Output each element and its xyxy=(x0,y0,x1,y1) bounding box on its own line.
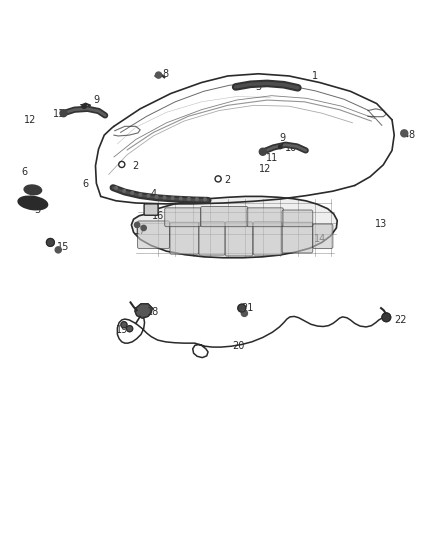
Circle shape xyxy=(382,313,391,322)
Circle shape xyxy=(46,238,54,246)
Text: 11: 11 xyxy=(266,153,279,163)
FancyBboxPatch shape xyxy=(313,224,333,248)
Text: 2: 2 xyxy=(225,175,231,185)
FancyBboxPatch shape xyxy=(144,204,158,215)
FancyBboxPatch shape xyxy=(282,222,313,253)
Circle shape xyxy=(180,197,182,200)
Text: 9: 9 xyxy=(279,133,286,143)
Text: 22: 22 xyxy=(395,315,407,325)
Circle shape xyxy=(141,225,146,231)
Text: 12: 12 xyxy=(24,115,36,125)
Text: 14: 14 xyxy=(314,235,326,244)
FancyBboxPatch shape xyxy=(225,222,253,256)
Text: 8: 8 xyxy=(409,130,415,140)
FancyBboxPatch shape xyxy=(282,210,313,227)
Circle shape xyxy=(127,326,133,332)
Text: 20: 20 xyxy=(233,341,245,351)
Circle shape xyxy=(82,104,86,108)
Text: 15: 15 xyxy=(57,242,70,252)
Text: 21: 21 xyxy=(241,303,254,313)
Circle shape xyxy=(139,193,141,196)
Text: 4: 4 xyxy=(150,189,156,199)
Circle shape xyxy=(241,310,247,317)
FancyBboxPatch shape xyxy=(138,221,170,248)
Polygon shape xyxy=(131,197,337,258)
Text: 16: 16 xyxy=(152,211,164,221)
Text: 18: 18 xyxy=(147,308,159,318)
FancyBboxPatch shape xyxy=(199,222,225,255)
Text: 10: 10 xyxy=(285,143,297,154)
Circle shape xyxy=(187,198,190,200)
Circle shape xyxy=(196,198,198,200)
Text: 2: 2 xyxy=(133,161,139,171)
FancyBboxPatch shape xyxy=(253,222,282,255)
Text: 13: 13 xyxy=(375,219,387,229)
Circle shape xyxy=(171,197,174,199)
Circle shape xyxy=(121,322,127,328)
Text: 6: 6 xyxy=(82,179,88,189)
FancyBboxPatch shape xyxy=(201,206,248,227)
Text: 1: 1 xyxy=(312,71,318,81)
Circle shape xyxy=(60,110,67,117)
Text: 9: 9 xyxy=(93,95,99,105)
Ellipse shape xyxy=(24,185,42,195)
Circle shape xyxy=(115,187,117,189)
Circle shape xyxy=(238,304,246,312)
Circle shape xyxy=(401,130,408,137)
Text: 8: 8 xyxy=(162,69,169,79)
Ellipse shape xyxy=(18,196,48,210)
Text: 6: 6 xyxy=(21,167,27,177)
FancyBboxPatch shape xyxy=(165,208,201,227)
Circle shape xyxy=(123,190,125,192)
Text: 3: 3 xyxy=(255,82,261,92)
Circle shape xyxy=(259,148,266,155)
Circle shape xyxy=(131,191,134,194)
Circle shape xyxy=(155,196,158,198)
Circle shape xyxy=(134,222,140,228)
FancyBboxPatch shape xyxy=(247,208,283,227)
Text: 11: 11 xyxy=(53,109,65,119)
Circle shape xyxy=(204,198,206,201)
Circle shape xyxy=(279,145,282,149)
Circle shape xyxy=(155,72,162,78)
Text: 19: 19 xyxy=(116,325,128,335)
Text: 12: 12 xyxy=(259,164,271,174)
Text: 5: 5 xyxy=(34,205,40,215)
FancyBboxPatch shape xyxy=(170,222,199,254)
Text: 17: 17 xyxy=(134,227,146,237)
Text: 10: 10 xyxy=(79,104,92,114)
Polygon shape xyxy=(135,304,152,318)
Circle shape xyxy=(163,196,166,199)
Circle shape xyxy=(55,247,61,253)
Circle shape xyxy=(147,195,150,197)
